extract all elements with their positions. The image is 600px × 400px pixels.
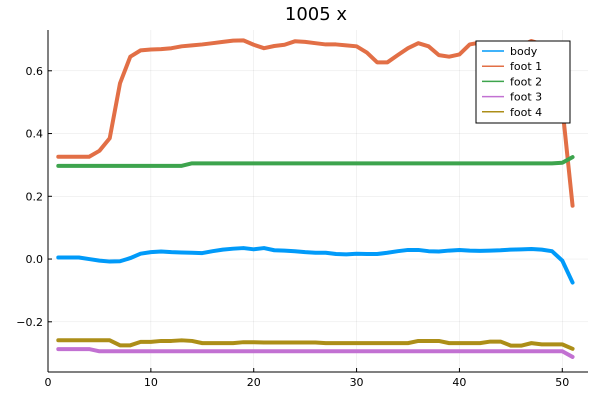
legend-label-foot-3: foot 3	[510, 91, 542, 104]
y-tick-label: 0.2	[26, 190, 44, 203]
legend: body foot 1 foot 2 foot 3 foot 4	[475, 40, 571, 124]
x-tick-label: 30	[350, 376, 364, 389]
legend-label-foot-4: foot 4	[510, 106, 542, 119]
chart-title: 1005 x	[285, 4, 348, 25]
legend-label-foot-2: foot 2	[510, 75, 542, 88]
series-line-body	[56, 246, 575, 285]
y-tick-label: 0.6	[26, 65, 44, 78]
y-tick-label: 0.0	[26, 253, 44, 266]
x-tick-label: 50	[555, 376, 569, 389]
y-tick-label: −0.2	[16, 316, 43, 329]
x-tick-label: 0	[45, 376, 52, 389]
legend-label-foot-1: foot 1	[510, 60, 542, 73]
axes	[47, 30, 588, 373]
series-line-foot-3	[56, 347, 575, 359]
series-line-foot-4	[56, 338, 575, 351]
x-tick-label: 40	[452, 376, 466, 389]
series-line-foot-2	[56, 155, 575, 168]
legend-label-body: body	[510, 45, 538, 58]
x-tick-label: 20	[247, 376, 261, 389]
x-tick-label: 10	[144, 376, 158, 389]
y-tick-label: 0.4	[26, 128, 44, 141]
tick-labels: 0 10 20 30 40 50 −0.2 0.0 0.2 0.4 0.6	[16, 65, 569, 389]
